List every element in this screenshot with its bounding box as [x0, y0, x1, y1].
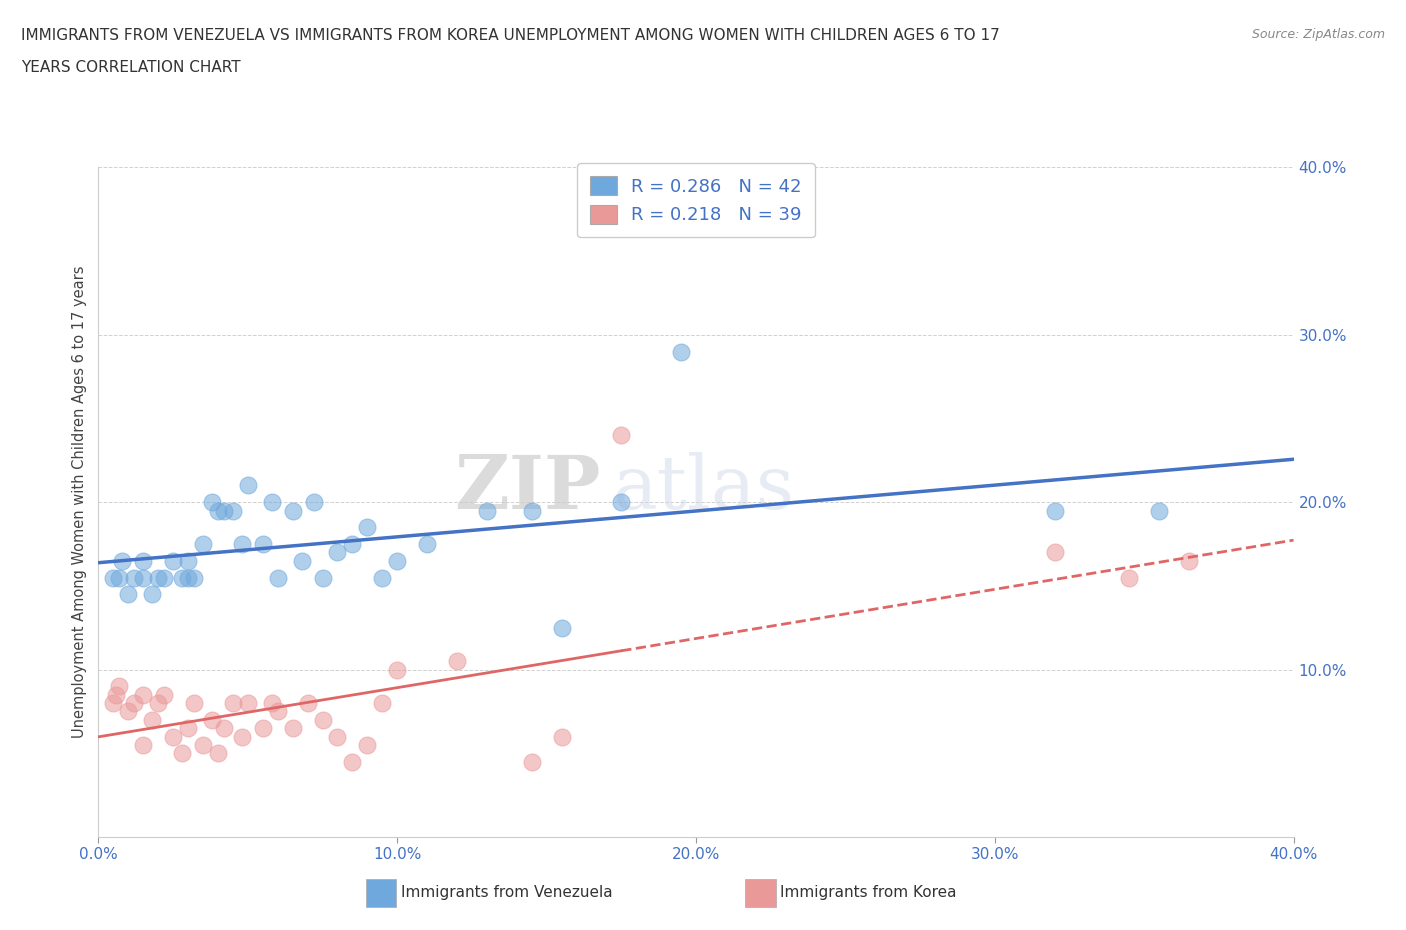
Y-axis label: Unemployment Among Women with Children Ages 6 to 17 years: Unemployment Among Women with Children A…: [72, 266, 87, 738]
Point: [267, 570, 290, 585]
Point: [231, 729, 253, 744]
Text: atlas: atlas: [613, 452, 794, 525]
Point: [385, 662, 409, 677]
Point: [326, 729, 349, 744]
Point: [111, 553, 134, 568]
Point: [108, 570, 131, 585]
Point: [311, 712, 333, 727]
Point: [291, 553, 314, 568]
Point: [183, 570, 205, 585]
Point: [610, 495, 633, 510]
Point: [124, 570, 146, 585]
Point: [302, 495, 325, 510]
Point: [222, 696, 245, 711]
Point: [1178, 553, 1201, 568]
Point: [103, 696, 125, 711]
Point: [132, 570, 155, 585]
Point: [132, 553, 155, 568]
Point: [1043, 545, 1066, 560]
Point: [260, 495, 283, 510]
Point: [610, 428, 633, 443]
Point: [669, 344, 692, 359]
Point: [183, 696, 205, 711]
Point: [105, 687, 128, 702]
Point: [231, 537, 253, 551]
Point: [148, 696, 170, 711]
Point: [550, 620, 572, 635]
Point: [1147, 503, 1170, 518]
Point: [385, 553, 409, 568]
Point: [108, 679, 131, 694]
Point: [177, 570, 200, 585]
Point: [311, 570, 333, 585]
Point: [124, 696, 146, 711]
Point: [1043, 503, 1066, 518]
Point: [550, 729, 572, 744]
Text: Immigrants from Venezuela: Immigrants from Venezuela: [401, 885, 613, 900]
Text: Immigrants from Korea: Immigrants from Korea: [780, 885, 957, 900]
Point: [236, 478, 259, 493]
Legend: R = 0.286   N = 42, R = 0.218   N = 39: R = 0.286 N = 42, R = 0.218 N = 39: [578, 163, 814, 237]
Point: [260, 696, 283, 711]
Point: [212, 721, 235, 736]
Point: [207, 746, 229, 761]
Point: [252, 721, 274, 736]
Point: [356, 520, 378, 535]
Point: [141, 587, 163, 602]
Point: [281, 721, 304, 736]
Point: [201, 712, 224, 727]
Point: [371, 696, 394, 711]
Point: [446, 654, 468, 669]
Point: [475, 503, 498, 518]
Point: [252, 537, 274, 551]
Point: [117, 704, 139, 719]
Point: [201, 495, 224, 510]
Point: [297, 696, 319, 711]
Point: [267, 704, 290, 719]
Point: [371, 570, 394, 585]
Point: [148, 570, 170, 585]
Point: [342, 537, 364, 551]
Point: [281, 503, 304, 518]
Point: [153, 687, 176, 702]
Text: Source: ZipAtlas.com: Source: ZipAtlas.com: [1251, 28, 1385, 41]
Text: ZIP: ZIP: [454, 452, 600, 525]
Point: [177, 553, 200, 568]
Point: [177, 721, 200, 736]
Point: [342, 754, 364, 769]
Point: [172, 746, 194, 761]
Point: [153, 570, 176, 585]
Point: [416, 537, 439, 551]
Point: [326, 545, 349, 560]
Point: [103, 570, 125, 585]
Point: [172, 570, 194, 585]
Text: YEARS CORRELATION CHART: YEARS CORRELATION CHART: [21, 60, 240, 75]
Point: [132, 737, 155, 752]
Point: [236, 696, 259, 711]
Point: [1118, 570, 1140, 585]
Point: [191, 737, 214, 752]
Text: IMMIGRANTS FROM VENEZUELA VS IMMIGRANTS FROM KOREA UNEMPLOYMENT AMONG WOMEN WITH: IMMIGRANTS FROM VENEZUELA VS IMMIGRANTS …: [21, 28, 1000, 43]
Point: [520, 754, 543, 769]
Point: [212, 503, 235, 518]
Point: [162, 553, 184, 568]
Point: [222, 503, 245, 518]
Point: [162, 729, 184, 744]
Point: [356, 737, 378, 752]
Point: [132, 687, 155, 702]
Point: [520, 503, 543, 518]
Point: [141, 712, 163, 727]
Point: [191, 537, 214, 551]
Point: [207, 503, 229, 518]
Point: [117, 587, 139, 602]
